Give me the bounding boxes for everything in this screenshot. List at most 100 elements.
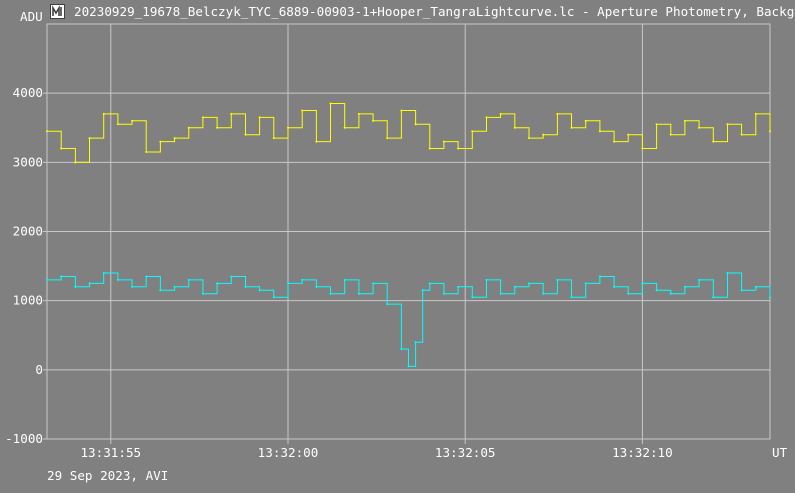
series-1-point — [769, 130, 771, 133]
series-2-point — [201, 292, 204, 295]
plot-border — [46, 23, 771, 440]
series-1-point — [414, 123, 417, 126]
series-1-point — [754, 112, 757, 115]
series-2-point — [556, 278, 559, 281]
series-1-point — [428, 147, 431, 150]
series-2-point — [584, 282, 587, 285]
series-2-point — [400, 348, 403, 351]
series-1-point — [584, 119, 587, 122]
series-2-point — [407, 365, 410, 368]
series-1-point — [301, 109, 304, 112]
window-title-bar: 20230929_19678_Belczyk_TYC_6889-00903-1+… — [0, 0, 795, 24]
y-tick-label: -1000 — [5, 431, 43, 446]
chart-labels: 13:31:55 13:32:00 13:32:05 13:32:10 -1000 0 10… — [5, 9, 788, 460]
series-1-point — [372, 119, 375, 122]
chart-axes — [43, 23, 771, 444]
series-1-point — [102, 112, 105, 115]
series-1-point — [683, 119, 686, 122]
series-1-point — [315, 140, 318, 143]
series-1-point — [287, 126, 289, 129]
date-label: 29 Sep 2023, AVI — [47, 468, 169, 483]
series-1-point — [400, 109, 403, 112]
series-2-point — [131, 285, 134, 288]
series-2-point — [60, 275, 63, 278]
series-2-point — [357, 292, 360, 295]
series-1-point — [216, 126, 219, 129]
app-icon — [50, 4, 65, 19]
series-2-point — [513, 285, 516, 288]
series-2-point — [74, 285, 77, 288]
window-title: 20230929_19678_Belczyk_TYC_6889-00903-1+… — [74, 4, 795, 19]
series-1-point — [613, 140, 616, 143]
series-2-point — [287, 282, 289, 285]
series-2-point — [712, 296, 715, 299]
series-2-point — [329, 292, 332, 295]
series-1-point — [173, 137, 176, 140]
series-2-point — [754, 285, 757, 288]
series-1-point — [528, 137, 530, 140]
series-1-point — [88, 137, 91, 140]
series-2-point — [641, 282, 644, 285]
series-1-point — [598, 130, 601, 133]
series-2-point — [740, 289, 743, 292]
series-2-point — [145, 275, 148, 278]
series-2-point — [88, 282, 91, 285]
x-tick-label: 13:32:05 — [435, 445, 496, 460]
series-1-point — [74, 161, 77, 164]
series-2-point — [655, 289, 658, 292]
series-1-point — [556, 112, 559, 115]
series-2-point — [499, 292, 502, 295]
series-2-point — [272, 296, 275, 299]
series-2-point — [386, 303, 389, 306]
series-1-point — [357, 112, 360, 115]
series-1-point — [145, 150, 148, 153]
series-2-point — [187, 278, 190, 281]
series-2-point — [414, 341, 417, 344]
series-line-1 — [47, 103, 771, 163]
x-tick-label: 13:32:10 — [612, 445, 673, 460]
x-tick-label: 13:31:55 — [80, 445, 141, 460]
series-2-point — [173, 285, 176, 288]
y-tick-label: 2000 — [13, 224, 43, 239]
series-2-point — [428, 282, 431, 285]
series-1-point — [669, 133, 672, 136]
series-1-point — [60, 147, 63, 150]
series-1-point — [201, 116, 204, 119]
x-tick-label: 13:32:00 — [258, 445, 319, 460]
series-2-point — [442, 292, 445, 295]
series-2-point — [613, 285, 616, 288]
series-1-point — [513, 126, 516, 129]
series-1-point — [386, 137, 389, 140]
series-1-point — [244, 133, 247, 136]
series-2-point — [159, 289, 162, 292]
series-1-point — [159, 140, 162, 143]
series-1-point — [655, 123, 658, 126]
series-2-point — [216, 282, 219, 285]
series-line-2 — [47, 272, 771, 367]
series-2-point — [627, 292, 630, 295]
series-2-point — [46, 278, 48, 281]
series-1-point — [499, 112, 502, 115]
series-1-point — [542, 133, 545, 136]
y-tick-label: 0 — [35, 362, 43, 377]
series-1-point — [116, 123, 119, 126]
series-2-point — [528, 282, 530, 285]
chart-grid — [47, 24, 770, 440]
series-1-point — [627, 133, 630, 136]
series-2-point — [471, 296, 474, 299]
series-1-point — [471, 130, 474, 133]
series-2-point — [457, 285, 460, 288]
series-2-point — [683, 285, 686, 288]
series-1-point — [712, 140, 715, 143]
series-2-point — [116, 278, 119, 281]
series-1-point — [457, 147, 460, 150]
chart-series — [46, 102, 771, 368]
series-1-point — [187, 126, 190, 129]
series-1-point — [698, 126, 701, 129]
series-2-point — [485, 278, 488, 281]
series-1-point — [46, 130, 48, 133]
series-2-point — [698, 278, 701, 281]
x-axis-label: UT — [772, 445, 788, 460]
series-2-point — [315, 285, 318, 288]
series-2-point — [301, 278, 304, 281]
